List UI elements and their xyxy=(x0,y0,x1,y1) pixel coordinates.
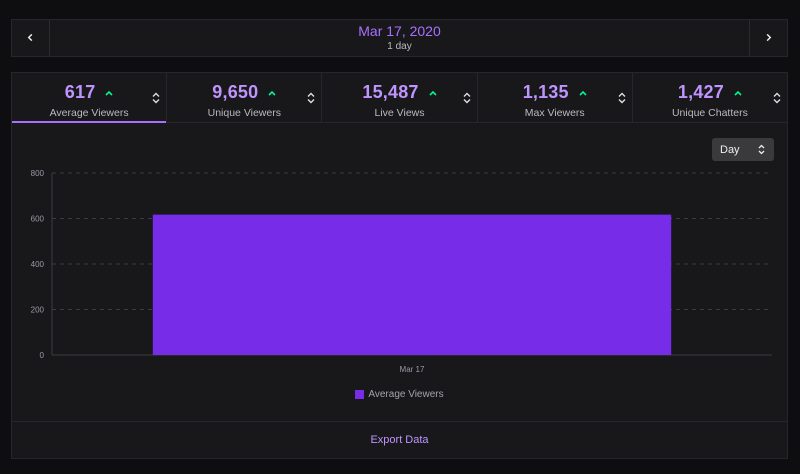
sort-toggle-icon[interactable] xyxy=(307,92,315,104)
stat-tab-average-viewers[interactable]: 617 Average Viewers xyxy=(12,73,168,123)
date-range-length: 1 day xyxy=(387,41,412,52)
trend-up-icon xyxy=(429,90,437,96)
export-data-label: Export Data xyxy=(370,434,429,446)
sort-toggle-icon[interactable] xyxy=(152,92,160,104)
chevron-right-icon xyxy=(764,29,773,47)
x-tick-label: Mar 17 xyxy=(400,365,425,374)
stat-label: Max Viewers xyxy=(524,107,585,119)
stat-value: 1,135 xyxy=(522,82,569,102)
stat-label: Average Viewers xyxy=(49,107,129,119)
stat-label: Unique Chatters xyxy=(671,107,748,119)
next-period-button[interactable] xyxy=(749,20,787,56)
select-chevrons-icon xyxy=(758,144,765,155)
y-tick-label: 600 xyxy=(31,215,45,224)
stat-tab-max-viewers[interactable]: 1,135 Max Viewers xyxy=(478,73,633,122)
trend-up-icon xyxy=(734,90,742,96)
stat-tab-unique-chatters[interactable]: 1,427 Unique Chatters xyxy=(633,73,787,122)
stats-panel: 617 Average Viewers 9,650 Unique Viewers… xyxy=(11,72,788,459)
date-navigation: Mar 17, 2020 1 day xyxy=(11,19,788,57)
trend-up-icon xyxy=(268,90,276,96)
previous-period-button[interactable] xyxy=(12,20,50,56)
interval-selected-value: Day xyxy=(720,143,740,156)
legend-label: Average Viewers xyxy=(368,389,444,400)
chart-legend: Average Viewers xyxy=(12,389,787,400)
stat-value: 15,487 xyxy=(362,82,419,102)
stat-value: 1,427 xyxy=(677,82,724,102)
sort-toggle-icon[interactable] xyxy=(773,92,781,104)
y-tick-label: 800 xyxy=(31,169,45,178)
y-tick-label: 200 xyxy=(31,306,45,315)
sort-toggle-icon[interactable] xyxy=(463,92,471,104)
export-data-button[interactable]: Export Data xyxy=(12,421,787,458)
average-viewers-chart: 0 200 400 600 800 Mar 17 xyxy=(31,169,772,374)
stat-label: Live Views xyxy=(374,107,425,119)
stat-tabs: 617 Average Viewers 9,650 Unique Viewers… xyxy=(12,73,787,123)
interval-select[interactable]: Day xyxy=(712,138,774,161)
stat-tab-live-views[interactable]: 15,487 Live Views xyxy=(322,73,478,122)
stat-label: Unique Viewers xyxy=(207,107,281,119)
sort-toggle-icon[interactable] xyxy=(618,92,626,104)
trend-up-icon xyxy=(579,90,587,96)
stat-value: 9,650 xyxy=(212,82,259,102)
y-tick-label: 0 xyxy=(40,351,45,360)
stat-tab-unique-viewers[interactable]: 9,650 Unique Viewers xyxy=(167,73,323,122)
bar xyxy=(152,214,672,355)
trend-up-icon xyxy=(105,90,113,96)
date-title: Mar 17, 2020 xyxy=(358,23,441,39)
chevron-left-icon xyxy=(26,29,35,47)
legend-swatch xyxy=(355,390,365,399)
stat-value: 617 xyxy=(64,82,96,102)
y-tick-label: 400 xyxy=(31,260,45,269)
date-range-display: Mar 17, 2020 1 day xyxy=(50,20,749,56)
